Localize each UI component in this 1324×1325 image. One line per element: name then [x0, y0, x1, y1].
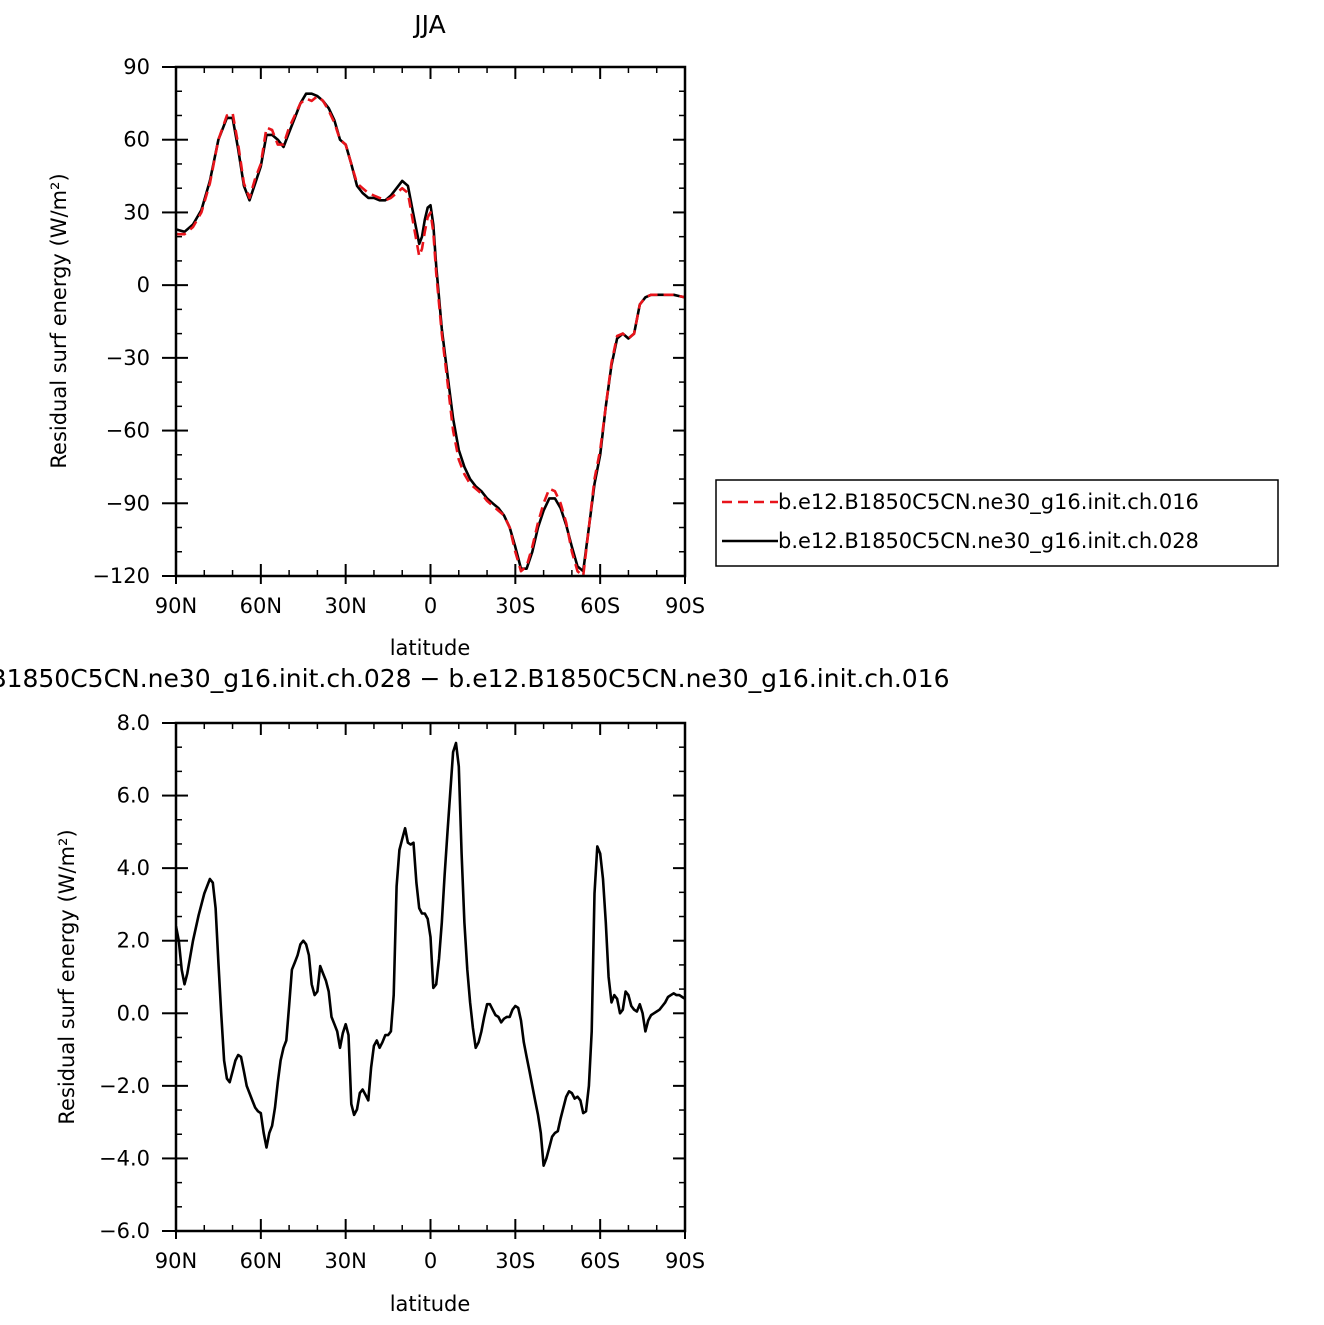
top-y-tick-label: 30 [123, 200, 150, 224]
top-chart-panel: JJA 90N 60N 30N 0 30S 60S 90S 90 60 30 0 −30 −60 −90 −… [47, 10, 1279, 660]
top-series-line-016 [176, 94, 685, 576]
legend-entry-016: b.e12.B1850C5CN.ne30_g16.init.ch.016 [722, 490, 1199, 515]
top-y-tick-label: −30 [106, 346, 150, 370]
bottom-y-tick-label: 8.0 [117, 711, 150, 735]
bottom-x-tick-label: 90S [665, 1249, 705, 1273]
top-x-tick-label: 0 [424, 594, 437, 618]
top-x-tick-label: 90N [155, 594, 197, 618]
top-x-tick-label: 30N [324, 594, 366, 618]
top-x-tick-label: 60S [580, 594, 620, 618]
bottom-series-group [176, 741, 685, 1167]
bottom-chart-panel: b.e12.B1850C5CN.ne30_g16.init.ch.028 − b… [0, 664, 950, 1316]
bottom-x-axis-label: latitude [390, 1292, 471, 1316]
bottom-chart-title: b.e12.B1850C5CN.ne30_g16.init.ch.028 − b… [0, 664, 950, 693]
legend-box [715, 479, 1279, 567]
top-y-axis-label: Residual surf energy (W/m²) [47, 173, 71, 468]
top-x-tick-label: 30S [495, 594, 535, 618]
top-series-line-028 [176, 92, 685, 573]
bottom-x-tick-label: 30S [495, 1249, 535, 1273]
bottom-y-tick-label: −4.0 [99, 1146, 150, 1170]
bottom-plot-frame [174, 721, 687, 1233]
top-axes-ticks: 90N 60N 30N 0 30S 60S 90S 90 60 30 0 −30 −60 −90 −120 [92, 55, 705, 618]
bottom-x-tick-label: 90N [155, 1249, 197, 1273]
top-y-tick-label: −60 [106, 419, 150, 443]
top-x-tick-label: 90S [665, 594, 705, 618]
top-y-tick-label: 0 [137, 273, 150, 297]
bottom-y-tick-label: 4.0 [117, 856, 150, 880]
top-y-tick-label: 60 [123, 128, 150, 152]
bottom-x-tick-label: 60S [580, 1249, 620, 1273]
top-chart-title: JJA [412, 10, 445, 39]
bottom-y-tick-label: −2.0 [99, 1074, 150, 1098]
bottom-axes-ticks: 90N 60N 30N 0 30S 60S 90S 8.0 6.0 4.0 2.0 0.0 −2.0 −4… [99, 711, 705, 1273]
legend-label-016: b.e12.B1850C5CN.ne30_g16.init.ch.016 [778, 490, 1199, 515]
legend-label-028: b.e12.B1850C5CN.ne30_g16.init.ch.028 [778, 529, 1199, 554]
top-plot-frame [174, 65, 687, 578]
top-y-tick-label: 90 [123, 55, 150, 79]
top-x-axis-label: latitude [390, 636, 471, 660]
bottom-y-axis-label: Residual surf energy (W/m²) [55, 829, 79, 1124]
bottom-difference-line [176, 741, 685, 1167]
bottom-y-tick-label: 2.0 [117, 929, 150, 953]
bottom-x-tick-label: 0 [424, 1249, 437, 1273]
bottom-y-tick-label: −6.0 [99, 1219, 150, 1243]
top-legend: b.e12.B1850C5CN.ne30_g16.init.ch.016 b.e… [715, 479, 1279, 567]
top-series-group [176, 92, 685, 576]
top-y-tick-label: −120 [92, 564, 150, 588]
legend-entry-028: b.e12.B1850C5CN.ne30_g16.init.ch.028 [722, 529, 1199, 554]
bottom-y-tick-label: 6.0 [117, 784, 150, 808]
bottom-x-tick-label: 30N [324, 1249, 366, 1273]
bottom-x-tick-label: 60N [240, 1249, 282, 1273]
top-y-tick-label: −90 [106, 491, 150, 515]
top-x-tick-label: 60N [240, 594, 282, 618]
bottom-y-tick-label: 0.0 [117, 1001, 150, 1025]
